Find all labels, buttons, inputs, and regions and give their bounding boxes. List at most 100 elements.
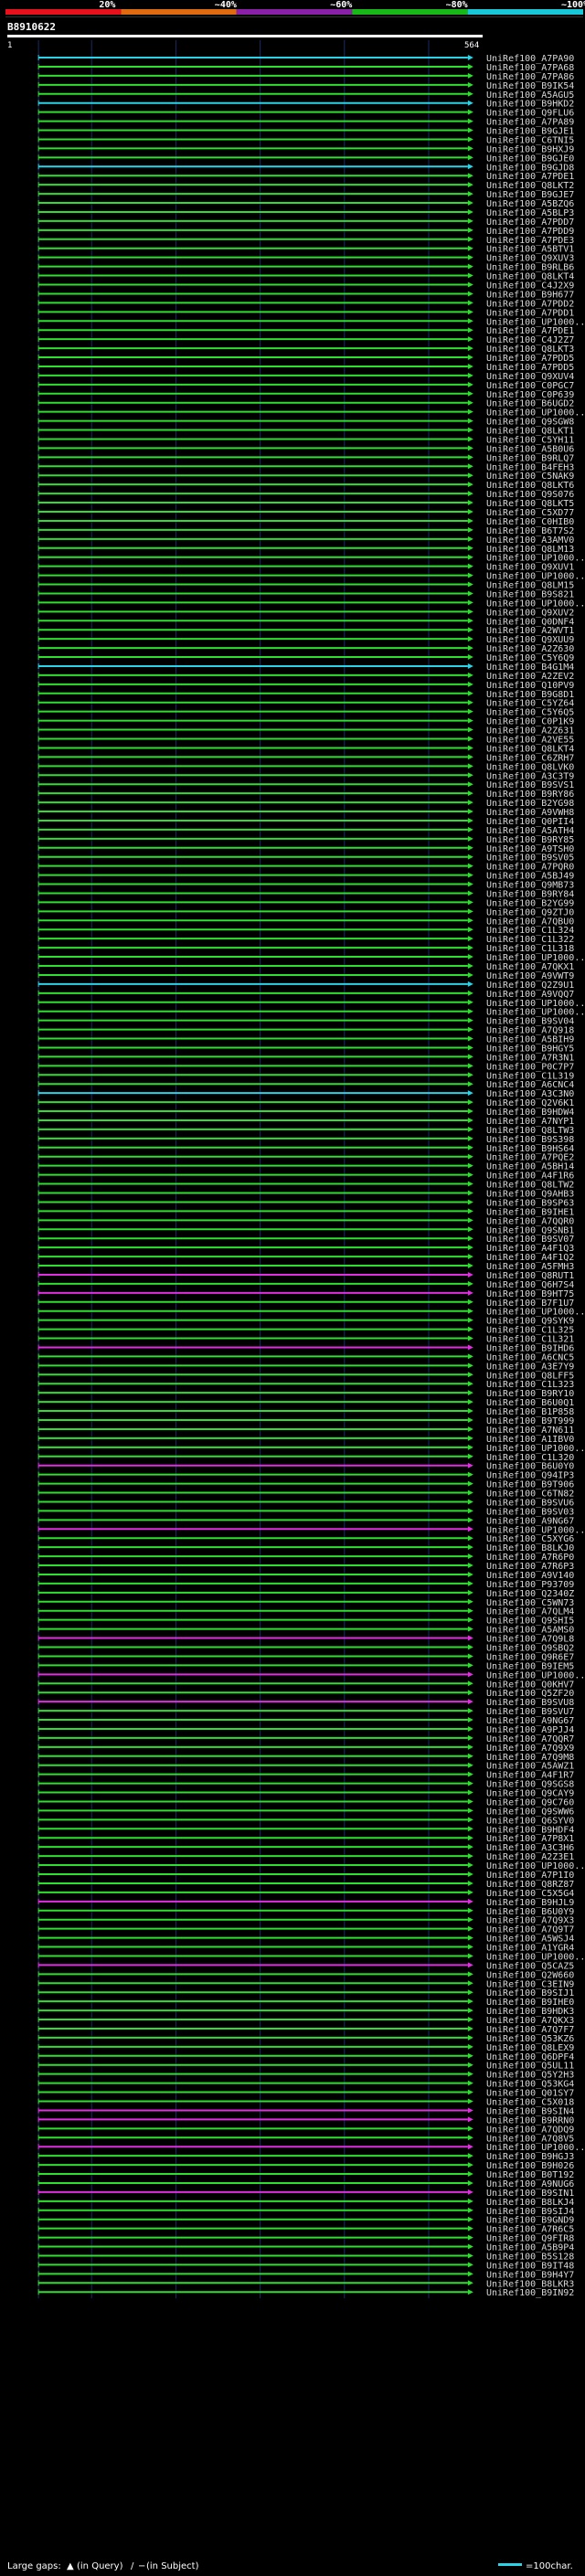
hit-label[interactable]: UniRef100_A7QBU0 [486, 917, 574, 927]
hit-label[interactable]: UniRef100_A5AWZ1 [486, 1762, 574, 1772]
hit-label[interactable]: UniRef100_C5YZ64 [486, 699, 574, 709]
hit-row[interactable]: UniRef100_C5WN73 [37, 1598, 574, 1608]
hit-row[interactable]: UniRef100_C0PGC7 [37, 381, 574, 391]
hit-label[interactable]: UniRef100_A2Z630 [486, 644, 574, 654]
hit-row[interactable]: UniRef100_B9SVU8 [37, 1698, 574, 1708]
hit-label[interactable]: UniRef100_B8LKJ0 [486, 1543, 574, 1553]
hit-row[interactable]: UniRef100_B9IHE0 [37, 1998, 574, 2008]
hit-label[interactable]: UniRef100_A7QLM4 [486, 1607, 574, 1617]
hit-label[interactable]: UniRef100_Q01SY7 [486, 2089, 574, 2099]
hit-label[interactable]: UniRef100_A5BLP3 [486, 208, 574, 218]
hit-row[interactable]: UniRef100_A7Q9T7 [37, 1925, 574, 1935]
hit-row[interactable]: UniRef100_Q2V6K1 [37, 1098, 574, 1108]
hit-row[interactable]: UniRef100_Q8LKT5 [37, 499, 574, 509]
hit-label[interactable]: UniRef100_C4J2Z7 [486, 335, 574, 345]
hit-row[interactable]: UniRef100_C1L322 [37, 935, 574, 945]
hit-label[interactable]: UniRef100_A7QKX3 [486, 2016, 574, 2026]
hit-row[interactable]: UniRef100_A9NG67 [37, 1516, 574, 1526]
hit-row[interactable]: UniRef100_Q9FIR8 [37, 2234, 574, 2244]
hit-row[interactable]: UniRef100_C1L324 [37, 926, 574, 936]
hit-row[interactable]: UniRef100_Q8LTW3 [37, 1126, 574, 1136]
hit-row[interactable]: UniRef100_Q8LKT6 [37, 481, 574, 491]
hit-row[interactable]: UniRef100_A4F1Q2 [37, 1253, 574, 1263]
hit-row[interactable]: UniRef100_A7PDD1 [37, 308, 574, 318]
hit-label[interactable]: UniRef100_C1L324 [486, 926, 574, 936]
hit-label[interactable]: UniRef100_Q5CAZ5 [486, 1961, 574, 1971]
hit-row[interactable]: UniRef100_A7P1I0 [37, 1871, 574, 1881]
hit-label[interactable]: UniRef100_A7PDE1 [486, 172, 574, 182]
hit-label[interactable]: UniRef100_A5ATH4 [486, 826, 574, 836]
hit-row[interactable]: UniRef100_A6CNC5 [37, 1352, 574, 1362]
hit-row[interactable]: UniRef100_Q9S076 [37, 490, 574, 500]
hit-label[interactable]: UniRef100_B6U0Y9 [486, 1907, 574, 1917]
hit-label[interactable]: UniRef100_A7PDD9 [486, 227, 574, 237]
hit-label[interactable]: UniRef100_B9SP63 [486, 1198, 574, 1208]
hit-row[interactable]: UniRef100_B9S398 [37, 1135, 574, 1145]
hit-row[interactable]: UniRef100_Q9SWW6 [37, 1807, 574, 1817]
hit-label[interactable]: UniRef100_Q8RUT1 [486, 1271, 574, 1281]
hit-row[interactable]: UniRef100_A7PDE1 [37, 172, 574, 182]
hit-label[interactable]: UniRef100_C4J2X9 [486, 281, 574, 292]
hit-row[interactable]: UniRef100_C3EIN9 [37, 1979, 574, 1989]
hit-label[interactable]: UniRef100_B9S398 [486, 1135, 574, 1145]
hit-label[interactable]: UniRef100_A9V140 [486, 1571, 574, 1581]
hit-label[interactable]: UniRef100_A4F1Q2 [486, 1253, 574, 1263]
hit-label[interactable]: UniRef100_B9H677 [486, 290, 574, 300]
hit-row[interactable]: UniRef100_UP1000... [37, 1861, 585, 1871]
hit-row[interactable]: UniRef100_B9S821 [37, 589, 574, 599]
hit-label[interactable]: UniRef100_P0C7P7 [486, 1062, 574, 1072]
hit-row[interactable]: UniRef100_B9RLQ7 [37, 453, 574, 463]
hit-label[interactable]: UniRef100_C5X5G4 [486, 1889, 574, 1899]
hit-label[interactable]: UniRef100_A7Q7F7 [486, 2025, 574, 2035]
hit-row[interactable]: UniRef100_A9NG67 [37, 1716, 574, 1726]
hit-label[interactable]: UniRef100_B7F1U7 [486, 1299, 574, 1309]
hit-row[interactable]: UniRef100_C4J2Z7 [37, 335, 574, 345]
hit-label[interactable]: UniRef100_UP1000... [486, 1008, 585, 1018]
hit-label[interactable]: UniRef100_B9IN92 [486, 2288, 574, 2298]
hit-row[interactable]: UniRef100_C5X018 [37, 2098, 574, 2108]
hit-label[interactable]: UniRef100_A9VWT9 [486, 971, 574, 981]
hit-label[interactable]: UniRef100_C0P639 [486, 390, 574, 400]
hit-row[interactable]: UniRef100_Q2W660 [37, 1970, 574, 1980]
hit-row[interactable]: UniRef100_C4J2X9 [37, 281, 574, 292]
hit-row[interactable]: UniRef100_B9SVU6 [37, 1498, 574, 1508]
hit-label[interactable]: UniRef100_C5Y6Q9 [486, 653, 574, 663]
hit-label[interactable]: UniRef100_Q9XUV4 [486, 372, 574, 382]
hit-label[interactable]: UniRef100_Q9SWW6 [486, 1807, 574, 1817]
hit-row[interactable]: UniRef100_A3C3N0 [37, 1089, 574, 1099]
hit-label[interactable]: UniRef100_B9RY84 [486, 889, 574, 899]
hit-row[interactable]: UniRef100_UP1000... [37, 554, 585, 564]
hit-label[interactable]: UniRef100_Q2Z9U1 [486, 981, 574, 991]
hit-row[interactable]: UniRef100_B4G1M4 [37, 663, 574, 673]
hit-row[interactable]: UniRef100_UP1000... [37, 1952, 585, 1962]
hit-label[interactable]: UniRef100_A7Q9M8 [486, 1753, 574, 1763]
hit-row[interactable]: UniRef100_A4F1R7 [37, 1771, 574, 1781]
hit-label[interactable]: UniRef100_A7Q918 [486, 1026, 574, 1036]
hit-row[interactable]: UniRef100_C0HIB0 [37, 517, 574, 527]
hit-label[interactable]: UniRef100_A7NYP1 [486, 1117, 574, 1127]
hit-label[interactable]: UniRef100_Q5Y2H3 [486, 2071, 574, 2081]
hit-row[interactable]: UniRef100_Q9XUV4 [37, 372, 574, 382]
hit-row[interactable]: UniRef100_Q9SNB1 [37, 1225, 574, 1235]
hit-row[interactable]: UniRef100_B5S128 [37, 2252, 574, 2262]
hit-label[interactable]: UniRef100_A7PDE1 [486, 326, 574, 336]
hit-label[interactable]: UniRef100_Q5UL11 [486, 2062, 574, 2072]
hit-row[interactable]: UniRef100_A9TSH0 [37, 844, 574, 854]
hit-row[interactable]: UniRef100_A5BTV1 [37, 245, 574, 255]
hit-label[interactable]: UniRef100_B9GND9 [486, 2216, 574, 2226]
hit-label[interactable]: UniRef100_B6U0Y0 [486, 1462, 574, 1472]
hit-label[interactable]: UniRef100_Q8LM13 [486, 545, 574, 555]
hit-row[interactable]: UniRef100_B9IT48 [37, 2261, 574, 2271]
hit-label[interactable]: UniRef100_B9SIN1 [486, 2189, 574, 2199]
hit-label[interactable]: UniRef100_UP1000... [486, 317, 585, 327]
hit-row[interactable]: UniRef100_A4F1R6 [37, 1171, 574, 1182]
hit-row[interactable]: UniRef100_B9GJE1 [37, 127, 574, 137]
hit-label[interactable]: UniRef100_B5S128 [486, 2252, 574, 2262]
hit-label[interactable]: UniRef100_B9HGY5 [486, 1044, 574, 1054]
hit-label[interactable]: UniRef100_Q9XUV1 [486, 563, 574, 573]
hit-label[interactable]: UniRef100_Q9SHI5 [486, 1617, 574, 1627]
hit-row[interactable]: UniRef100_A5AWZ1 [37, 1762, 574, 1772]
hit-row[interactable]: UniRef100_Q9SGW8 [37, 418, 574, 428]
hit-row[interactable]: UniRef100_B9HGY5 [37, 1044, 574, 1054]
hit-row[interactable]: UniRef100_A5BH14 [37, 1162, 574, 1172]
